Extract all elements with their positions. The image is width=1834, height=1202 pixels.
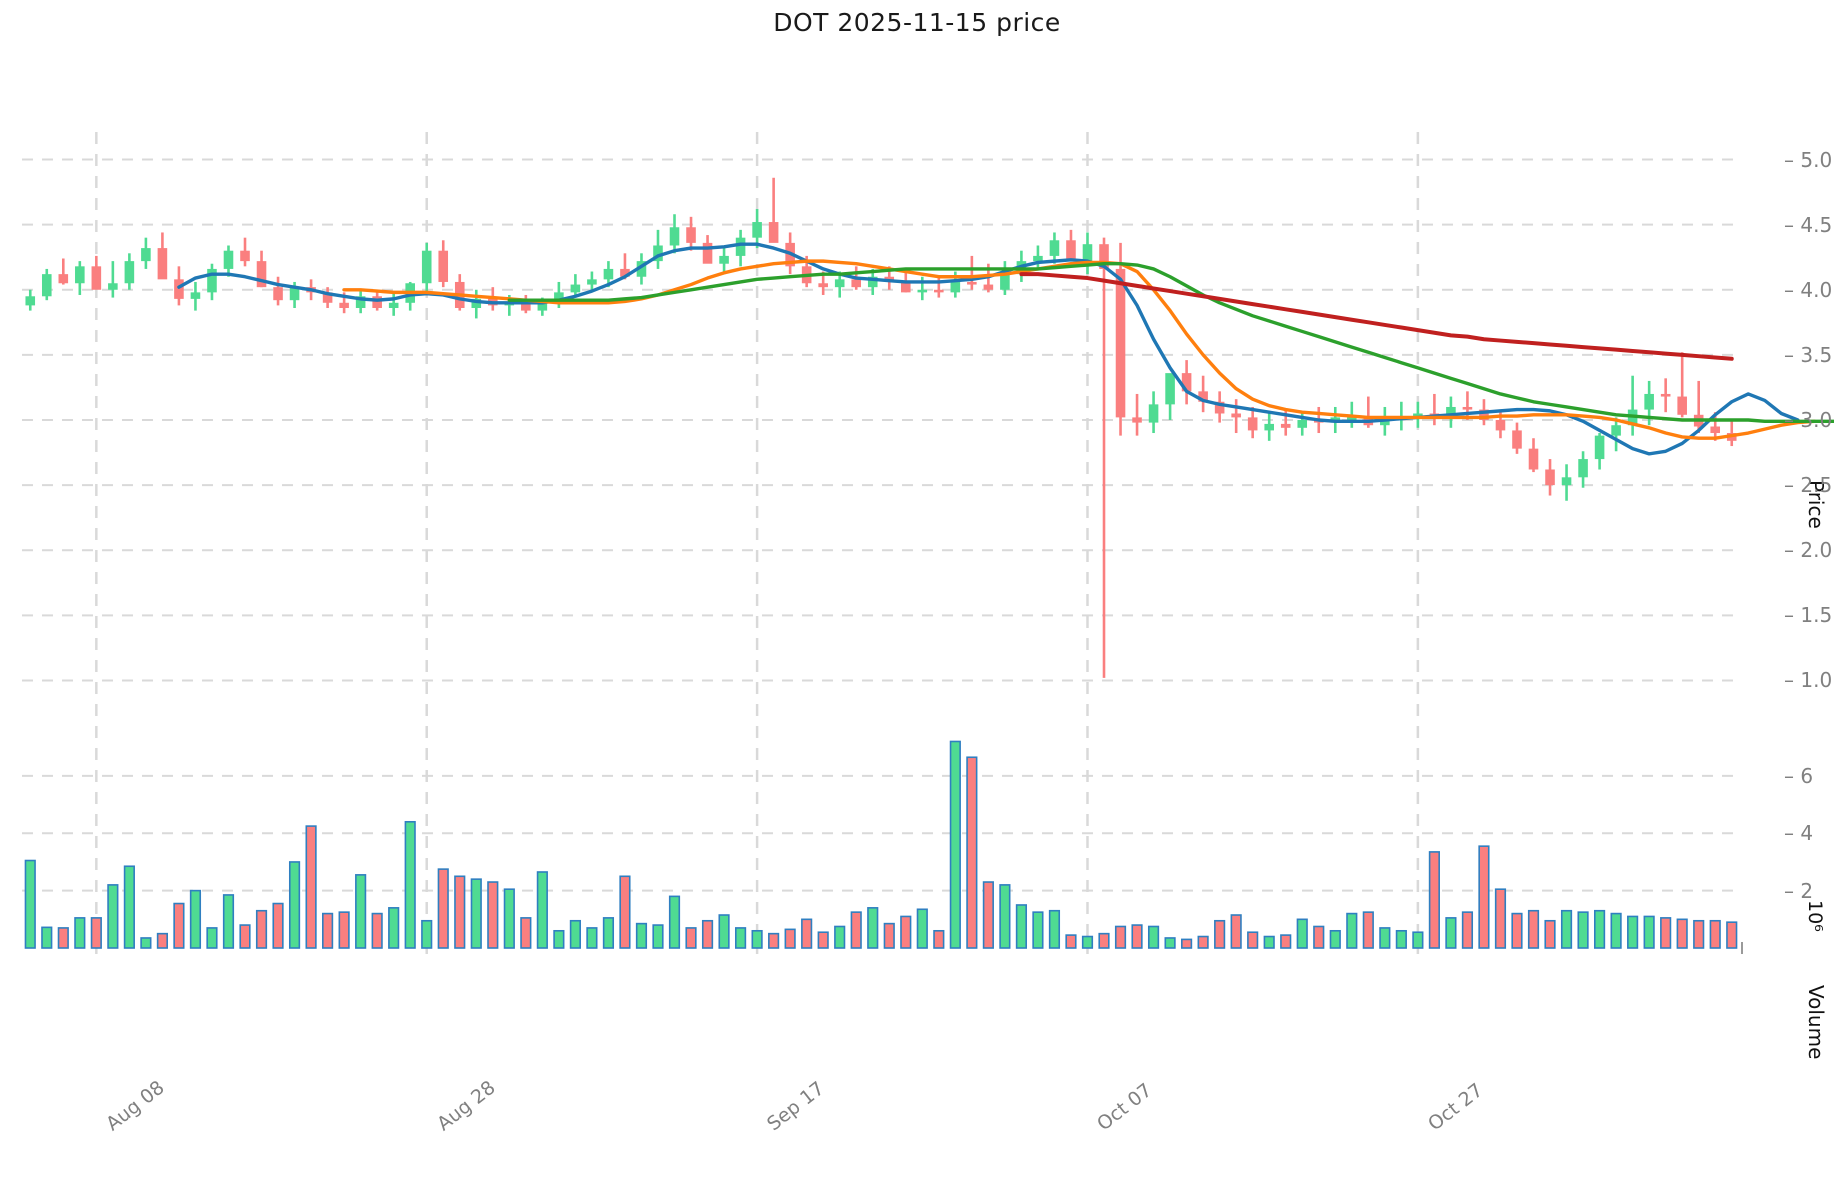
price-axis-title: Price [1804, 480, 1828, 529]
price-tick-label: – 3.5 [1784, 342, 1833, 367]
page-title: DOT 2025-11-15 price [773, 8, 1061, 37]
price-tick-label: – 5.0 [1784, 147, 1833, 172]
price-tick-label: – 2.0 [1784, 538, 1833, 563]
price-tick-label: – 1.5 [1784, 603, 1833, 628]
price-tick-label: – 4.0 [1784, 277, 1833, 302]
volume-tick-label: – 6 [1784, 763, 1814, 788]
moving-average-ma_mid [342, 259, 1817, 440]
price-tick-label: – 3.0 [1784, 408, 1833, 432]
price-tick-label: – 4.5 [1784, 212, 1833, 237]
price-tick-label: – 1.0 [1784, 668, 1833, 693]
volume-axis-title: Volume [1804, 985, 1828, 1060]
volume-exponent-label: 10⁶ [1804, 900, 1826, 932]
volume-tick-label: – 2 [1784, 878, 1814, 903]
volume-tick-label: – 4 [1784, 821, 1814, 846]
price-tick-label: – 2.5 [1784, 473, 1833, 498]
candles [25, 177, 1737, 678]
moving-average-ma_xlong [1019, 272, 1734, 361]
volume-bars [24, 740, 1738, 949]
